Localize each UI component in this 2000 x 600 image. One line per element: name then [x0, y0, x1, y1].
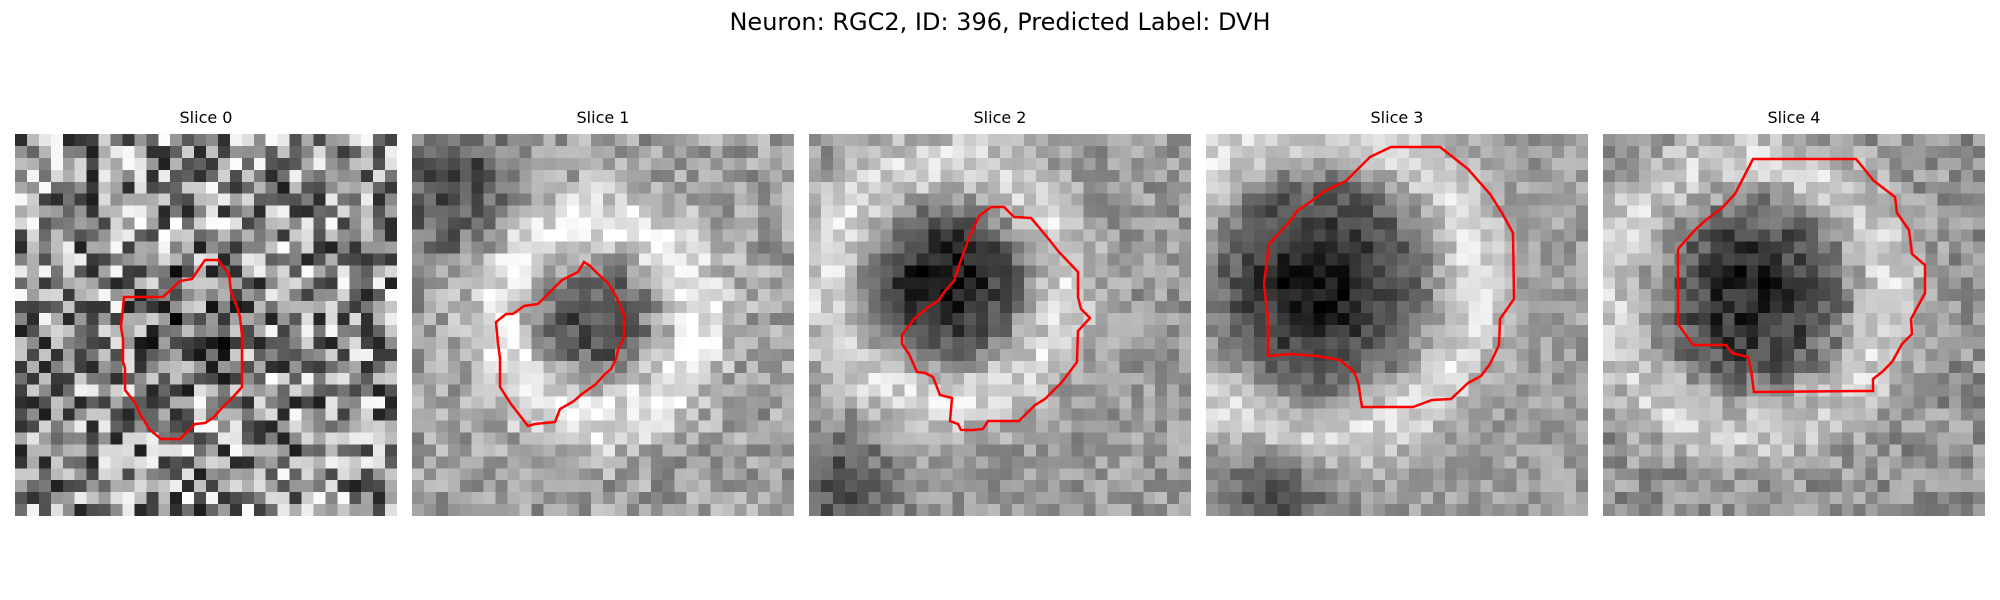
slice-title-1: Slice 1 [576, 108, 630, 127]
roi-outline-3 [1262, 145, 1516, 409]
roi-outline-4 [1676, 157, 1927, 394]
roi-outline-1 [494, 260, 626, 428]
roi-outline-2 [900, 205, 1092, 432]
figure-title: Neuron: RGC2, ID: 396, Predicted Label: … [729, 8, 1271, 36]
slice-image-canvas-2 [809, 134, 1191, 516]
slice-panel-1: Slice 1 [412, 108, 794, 516]
slice-panel-3: Slice 3 [1206, 108, 1588, 516]
roi-contour-1 [494, 260, 626, 428]
slice-image-4 [1603, 134, 1985, 516]
slice-panel-0: Slice 0 [15, 108, 397, 516]
roi-outline-0 [119, 258, 244, 441]
slice-panel-4: Slice 4 [1603, 108, 1985, 516]
slice-image-1 [412, 134, 794, 516]
slice-title-4: Slice 4 [1767, 108, 1821, 127]
slice-image-canvas-0 [15, 134, 397, 516]
roi-contour-3 [1262, 145, 1516, 409]
slice-panel-2: Slice 2 [809, 108, 1191, 516]
roi-contour-0 [119, 258, 244, 441]
roi-contour-4 [1676, 157, 1927, 394]
slice-image-2 [809, 134, 1191, 516]
slice-image-canvas-1 [412, 134, 794, 516]
slice-image-canvas-3 [1206, 134, 1588, 516]
slice-image-3 [1206, 134, 1588, 516]
slice-title-3: Slice 3 [1370, 108, 1424, 127]
slice-title-2: Slice 2 [973, 108, 1027, 127]
slice-title-0: Slice 0 [179, 108, 233, 127]
roi-contour-2 [900, 205, 1092, 432]
slice-image-0 [15, 134, 397, 516]
slice-image-canvas-4 [1603, 134, 1985, 516]
